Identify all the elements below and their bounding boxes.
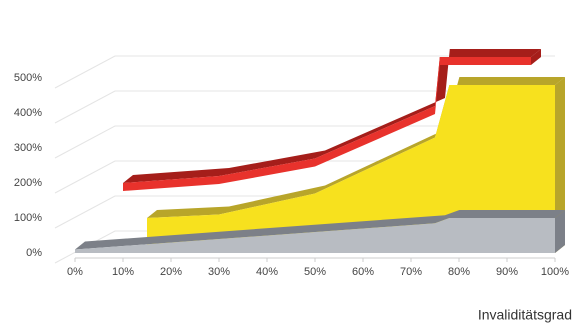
y-tick-label: 200% (14, 177, 42, 189)
grid-line (54, 125, 555, 159)
x-tick-label: 0% (67, 266, 83, 278)
ribbon-top (75, 210, 565, 250)
x-tick-label: 40% (256, 266, 278, 278)
x-tick-label: 20% (160, 266, 182, 278)
y-tick-label: 100% (14, 212, 42, 224)
grid-line (54, 55, 555, 89)
x-tick-label: 50% (304, 266, 326, 278)
series-ribbon (147, 85, 555, 253)
ribbon-side (555, 210, 565, 253)
x-tick-label: 10% (112, 266, 134, 278)
x-tick-label: 100% (541, 266, 569, 278)
x-tick-label: 80% (448, 266, 470, 278)
series-ribbon (75, 218, 555, 253)
y-tick-label: 500% (14, 72, 42, 84)
ribbon-side (555, 77, 565, 253)
x-axis-label: Invaliditätsgrad (478, 307, 572, 323)
grid-line (54, 90, 555, 124)
x-tick-label: 30% (208, 266, 230, 278)
ribbon-side (531, 49, 541, 65)
y-tick-label: 400% (14, 107, 42, 119)
y-tick-label: 0% (26, 247, 42, 259)
x-tick-label: 90% (496, 266, 518, 278)
y-tick-label: 300% (14, 142, 42, 154)
x-tick-label: 70% (400, 266, 422, 278)
x-tick-label: 60% (352, 266, 374, 278)
